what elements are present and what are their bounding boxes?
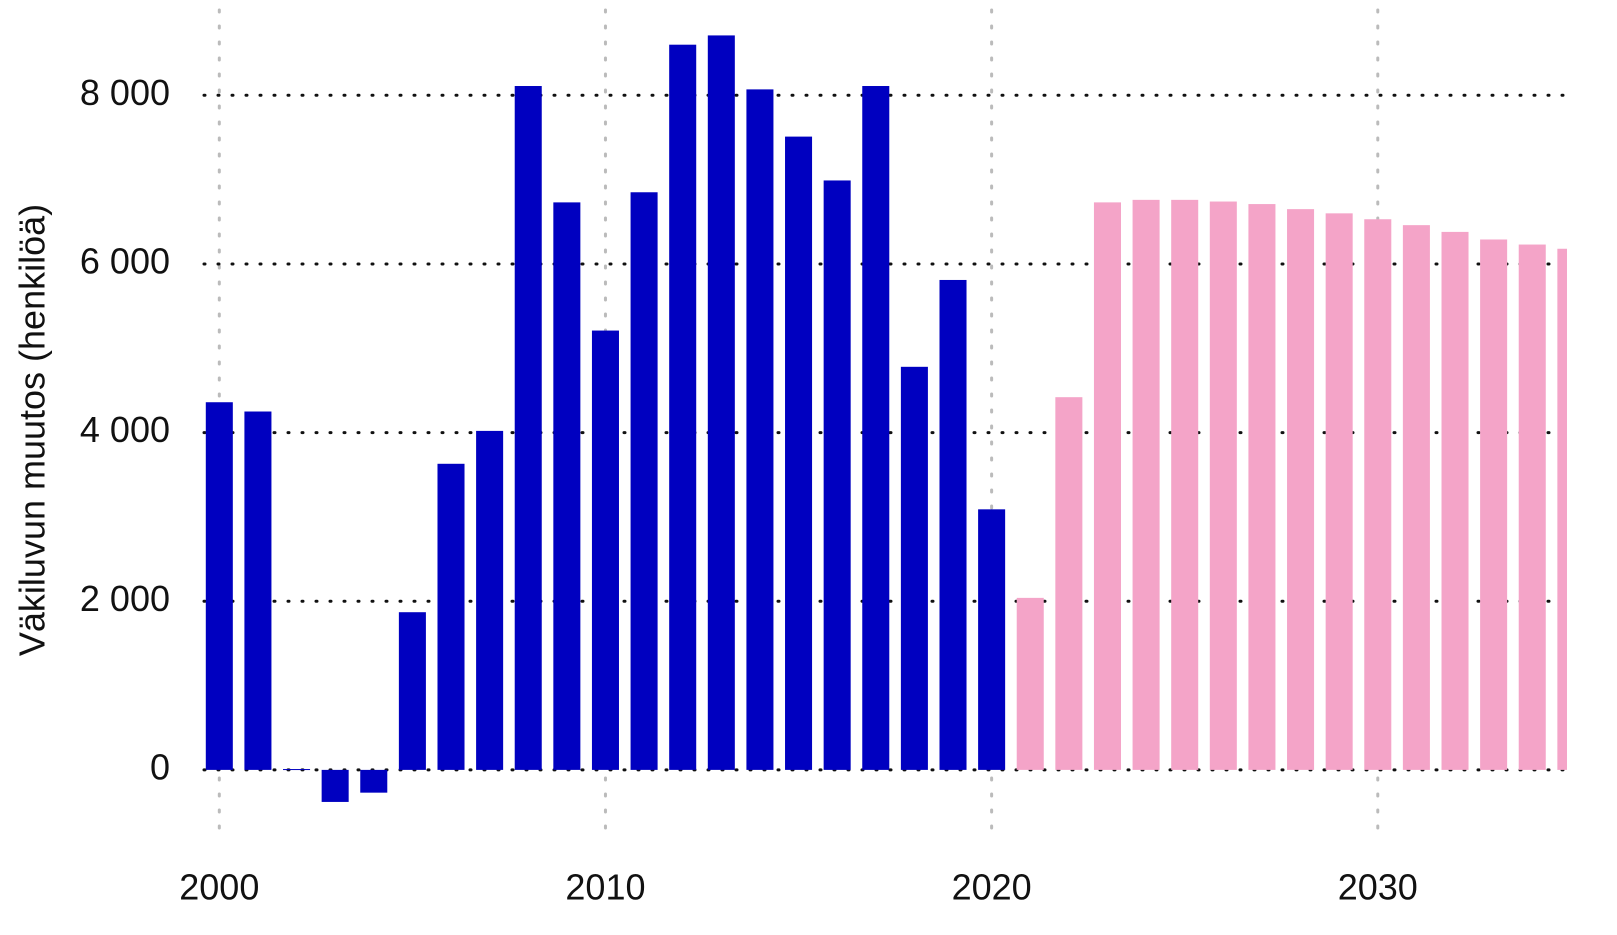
bar [1055, 397, 1083, 770]
bar [553, 202, 581, 770]
bar [476, 430, 504, 770]
bar [823, 180, 851, 770]
bars [205, 35, 1567, 802]
bar [244, 411, 272, 770]
bar [1480, 239, 1508, 770]
bar [398, 612, 426, 770]
bar [1248, 204, 1276, 770]
bar [1132, 199, 1160, 770]
bar [283, 769, 311, 771]
y-tick-label: 2 000 [80, 578, 170, 619]
bar [591, 330, 619, 770]
bar [785, 136, 813, 770]
bar [862, 86, 890, 770]
y-tick-label: 8 000 [80, 72, 170, 113]
bar [669, 44, 697, 770]
bar [707, 35, 735, 770]
x-tick-label: 2020 [952, 867, 1032, 908]
y-tick-label: 4 000 [80, 409, 170, 450]
bar [437, 463, 465, 770]
bar [900, 366, 928, 770]
bar [746, 89, 774, 770]
bar [1441, 231, 1469, 770]
bar [1209, 201, 1237, 770]
bar [1016, 597, 1044, 770]
bar [978, 509, 1006, 770]
bar [1364, 219, 1392, 770]
bar [1402, 225, 1430, 770]
bar [1518, 244, 1546, 770]
x-tick-label: 2030 [1338, 867, 1418, 908]
bar [205, 402, 233, 770]
y-axis-label: Väkiluvun muutos (henkilöä) [12, 204, 53, 656]
y-tick-label: 0 [150, 746, 170, 787]
bar [1557, 248, 1567, 770]
y-tick-label: 6 000 [80, 240, 170, 281]
bar [1171, 199, 1199, 770]
x-tick-label: 2000 [179, 867, 259, 908]
bar [321, 769, 349, 802]
bar [360, 769, 388, 793]
bar [514, 86, 542, 770]
bar [1325, 213, 1353, 770]
bar [1093, 202, 1121, 770]
bar [630, 192, 658, 770]
x-tick-label: 2010 [565, 867, 645, 908]
bar [939, 279, 967, 770]
bar [1287, 209, 1315, 770]
